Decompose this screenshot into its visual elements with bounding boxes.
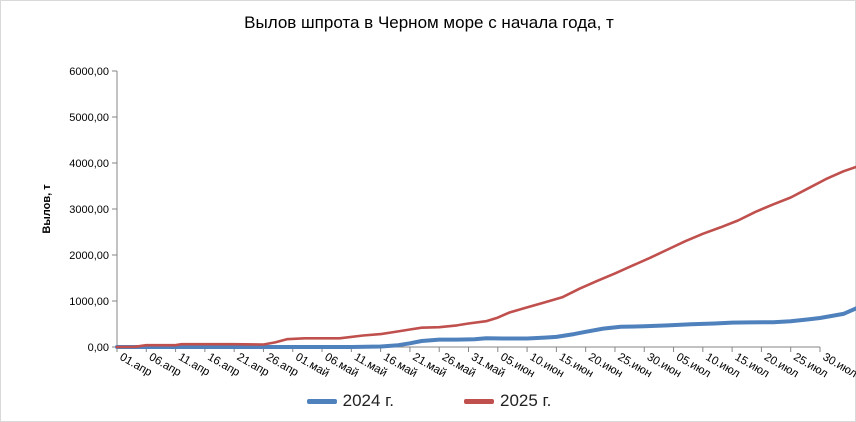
y-tick-label: 4000,00 (69, 158, 109, 170)
series-lines: 1250,335455,84 (115, 165, 856, 349)
x-tick-label: 26.апр (264, 351, 300, 379)
line-chart: 0,00 1000,00 2000,00 3000,00 4000,00 5000,00 6… (41, 66, 856, 380)
legend: 2024 г. 2025 г. (1, 391, 856, 411)
x-tick-label: 11.апр (176, 351, 212, 378)
legend-item-2025[interactable]: 2025 г. (464, 391, 551, 411)
series-line-2025г (115, 165, 856, 349)
x-tick-label: 01.апр (118, 351, 154, 379)
legend-swatch-2025 (464, 398, 494, 404)
legend-label-2024: 2024 г. (342, 391, 394, 410)
series-line-2024г (115, 306, 856, 349)
x-tick-label: 16.апр (205, 351, 241, 379)
legend-item-2024[interactable]: 2024 г. (306, 391, 394, 411)
y-tick-label: 6000,00 (69, 66, 109, 78)
y-axis: 0,00 1000,00 2000,00 3000,00 4000,00 5000,00 6… (69, 66, 118, 354)
y-tick-label: 5000,00 (69, 112, 109, 124)
chart-title: Вылов шпрота в Черном море с начала года… (244, 13, 614, 32)
legend-label-2025: 2025 г. (500, 391, 552, 410)
y-tick-label: 1000,00 (69, 296, 109, 308)
y-tick-label: 2000,00 (69, 250, 109, 262)
y-tick-label: 3000,00 (69, 204, 109, 216)
x-tick-label: 21.апр (235, 351, 271, 379)
x-tick-label: 11.май (352, 351, 389, 379)
x-tick-label: 06.апр (147, 351, 183, 379)
y-axis-label: Вылов, т (41, 184, 53, 234)
y-tick-label: 0,00 (88, 342, 109, 354)
x-axis: 01.апр06.апр11.апр16.апр21.апр26.апр01.м… (116, 346, 856, 380)
legend-swatch-2024 (306, 398, 337, 404)
